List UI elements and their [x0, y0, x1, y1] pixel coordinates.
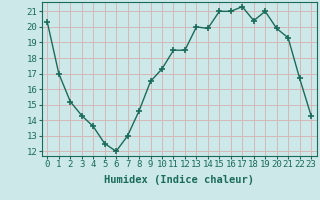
X-axis label: Humidex (Indice chaleur): Humidex (Indice chaleur) [104, 175, 254, 185]
